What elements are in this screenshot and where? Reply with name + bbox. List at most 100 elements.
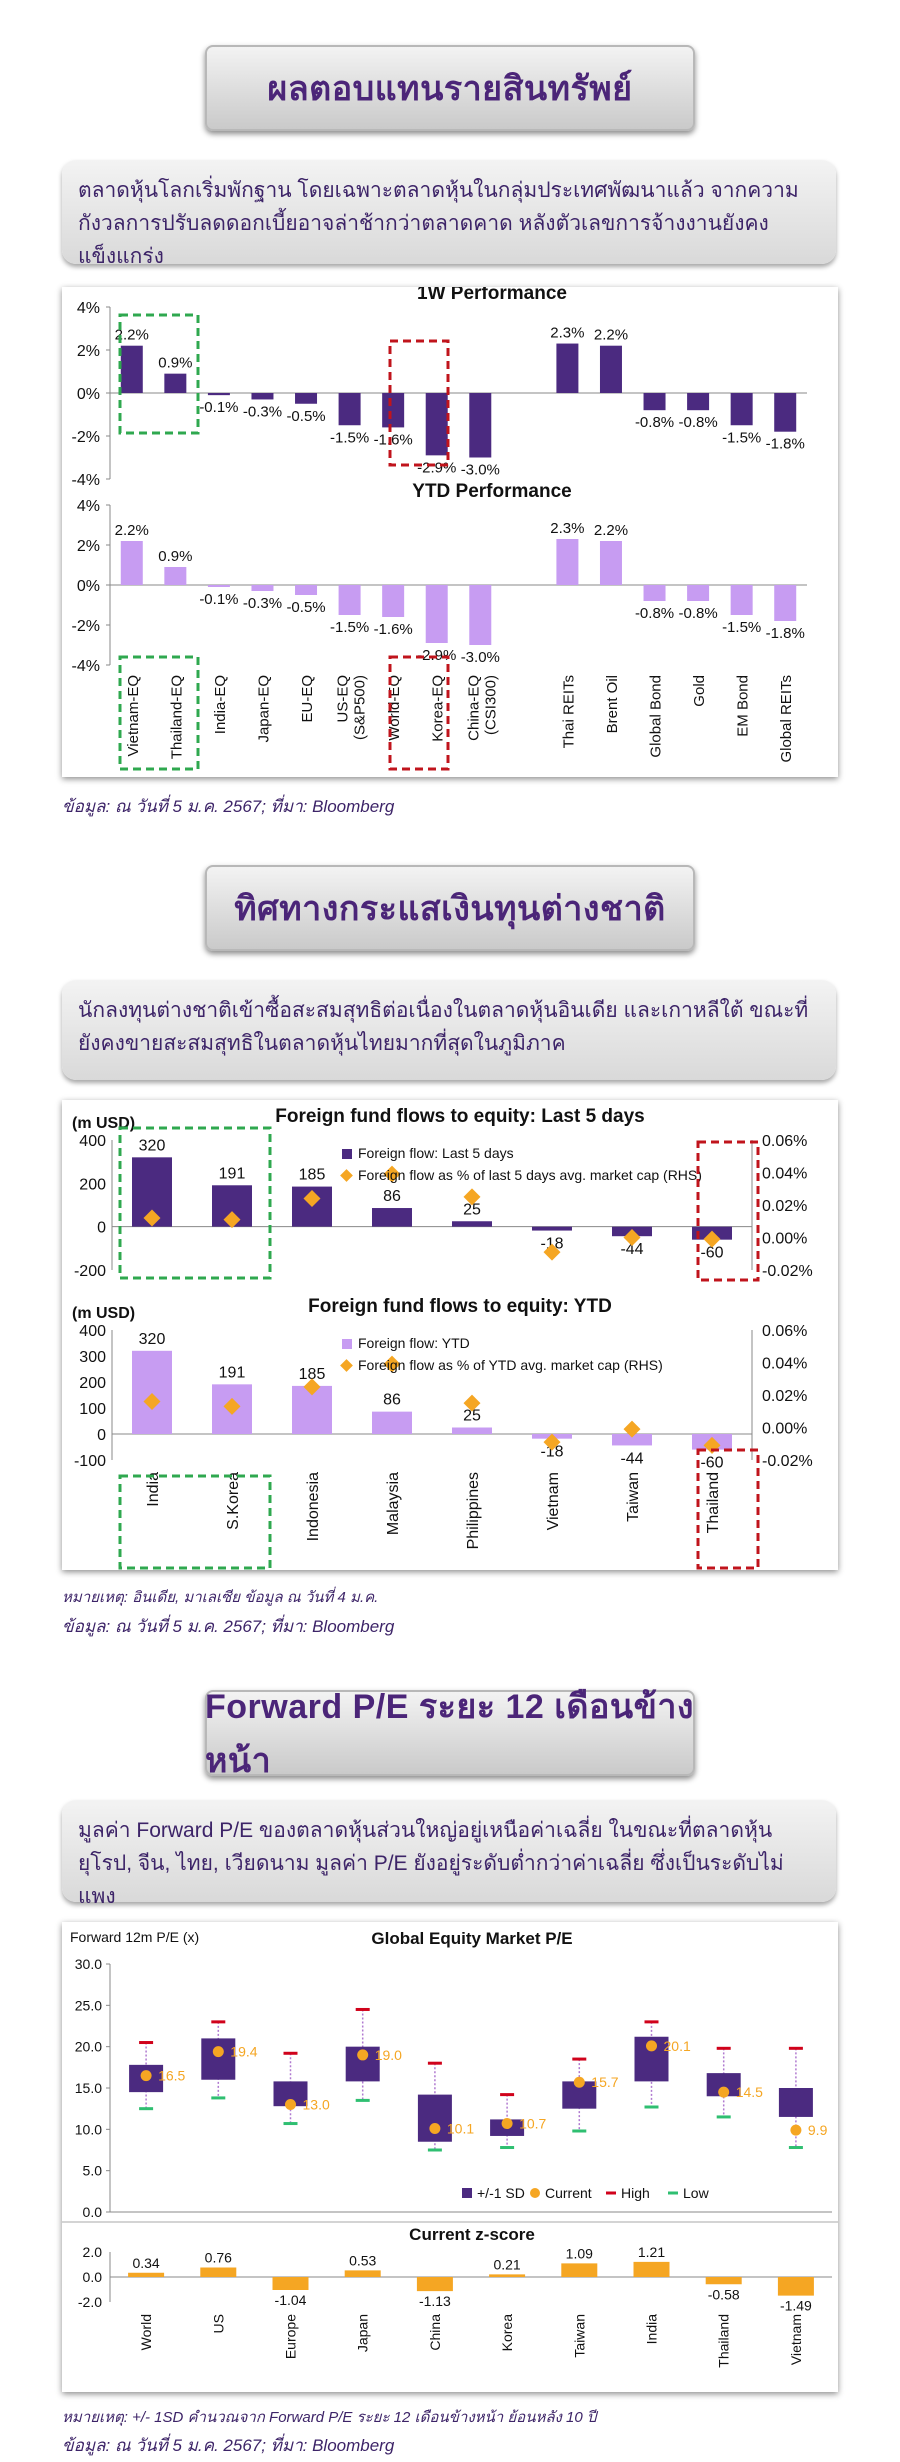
ytd-bar [643,585,666,601]
z-ytick: -2.0 [78,2294,102,2310]
ffytd-data-label: 25 [463,1408,481,1425]
category-label: Indonesia [305,1472,322,1541]
z-bar [777,2277,814,2296]
w1-data-label: 0.9% [158,355,192,372]
ff5-ytick: -200 [74,1263,106,1280]
category-label: Philippines [465,1472,482,1549]
ff5-legend-swatch-dot [340,1169,353,1182]
ffytd-title: Foreign fund flows to equity: YTD [308,1296,612,1317]
pe-current-label: 19.4 [230,2044,257,2060]
w1-ytick: -4% [72,472,100,489]
ytd-data-label: 2.3% [550,520,584,537]
ytd-bar [207,585,230,587]
w1-ytick: -2% [72,429,100,446]
ffytd-bar [132,1350,172,1434]
pe-ytick: 20.0 [75,2039,102,2055]
pe-legend-swatch [530,2188,540,2198]
ytd-bar [164,567,187,585]
w1-bar [425,393,448,456]
pe-legend-swatch [462,2188,472,2198]
category-label: US [210,2314,226,2333]
category-label: Korea-EQ [430,675,447,742]
pe-title: Global Equity Market P/E [371,1929,572,1948]
pe-ytick: 5.0 [83,2163,103,2179]
w1-data-label: 2.2% [115,327,149,344]
performance-chart-panel: 1W Performance 4% 2% 0% -2% -4% 2.2% 0.9% -0.1% -… [62,283,838,777]
category-label: Global REITs [778,675,795,763]
ff5-data-label: 185 [299,1167,326,1184]
ff5-legend-swatch-bar [342,1149,352,1159]
pe-current-marker [790,2124,802,2136]
w1-data-label: -0.1% [199,399,238,416]
pe-current-marker [212,2046,224,2058]
ytd-bar [730,585,753,615]
ffytd-data-label: -44 [620,1450,643,1467]
pe-sd-box [778,2088,813,2117]
w1-data-label: 2.2% [594,327,628,344]
z-bar [344,2270,381,2277]
category-label-line: Gold [691,675,708,707]
ffytd-ytick: 200 [79,1375,106,1392]
pe-chart: Forward 12m P/E (x) Global Equity Market … [62,1929,838,2368]
w1-bar [120,345,143,393]
ff5-data-label: -44 [620,1241,643,1258]
category-label: China-EQ (CSI300) [465,675,499,741]
highlight-box-green [118,1126,272,1280]
ff5-y2tick: 0.00% [762,1231,807,1248]
ffytd-ytick: -100 [74,1453,106,1470]
section2-note: หมายเหตุ: อินเดีย, มาเลเซีย ข้อมูล ณ วัน… [62,1589,379,1606]
ffytd-data-label: -60 [700,1455,723,1472]
ff5-bar [532,1226,572,1231]
pe-current-marker [429,2123,441,2135]
highlight-box-green [118,1474,272,1570]
z-data-label: 1.21 [638,2244,665,2260]
z-ytick: 0.0 [83,2269,103,2285]
ffytd-y2tick: 0.06% [762,1323,807,1340]
pe-ytick: 10.0 [75,2121,102,2137]
section3-description: มูลค่า Forward P/E ของตลาดหุ้นส่วนใหญ่อย… [62,1800,836,1908]
z-data-label: 0.76 [205,2250,232,2266]
category-label: Japan [355,2314,371,2352]
category-label-line: Vietnam-EQ [125,675,142,756]
w1-title: 1W Performance [417,287,567,304]
ytd-bar [556,539,579,585]
category-label-line: India-EQ [212,675,229,734]
section2-description: นักลงทุนต่างชาติเข้าซื้อสะสมสุทธิต่อเนื่… [62,980,836,1080]
w1-ytick: 4% [77,300,100,317]
w1-bar [687,393,710,411]
ytd-bar [687,585,710,601]
z-bar [128,2272,165,2277]
category-label: Thailand [705,1472,722,1533]
pe-current-marker [140,2070,152,2082]
ytd-data-label: 2.2% [594,522,628,539]
ytd-data-label: -0.1% [199,591,238,608]
pe-current-marker [646,2040,657,2052]
pe-current-label: 14.5 [736,2084,763,2100]
category-label-line: Korea-EQ [430,675,447,742]
section2-title: ทิศทางกระแสเงินทุนต่างชาติ [234,890,666,928]
category-label-line: Global Bond [648,675,665,758]
ffytd-bar [372,1411,412,1434]
ff5-y2tick: 0.02% [762,1198,807,1215]
category-label-line: China-EQ [465,675,482,741]
ytd-bar [295,585,318,595]
pe-ytick: 0.0 [83,2204,103,2220]
w1-bar [643,393,666,411]
w1-bar [556,343,579,393]
ff5-data-label: 191 [219,1165,246,1182]
pe-legend-label: Low [683,2185,710,2201]
ff5-legend-bar: Foreign flow: Last 5 days [358,1145,514,1161]
w1-bar [164,373,187,393]
ffytd-bar [612,1434,652,1446]
ytd-data-label: -0.5% [286,599,325,616]
category-label: Global Bond [648,675,665,758]
pe-legend-label: +/-1 SD [477,2185,525,2201]
w1-bar [382,393,405,428]
ff5-y2tick: 0.06% [762,1133,807,1150]
category-label: China [427,2314,443,2351]
z-data-label: 0.34 [132,2255,159,2271]
ffytd-data-label: 185 [299,1366,326,1383]
pe-ytick: 15.0 [75,2080,102,2096]
category-label: Taiwan [571,2314,587,2358]
category-label: Korea [499,2314,515,2352]
